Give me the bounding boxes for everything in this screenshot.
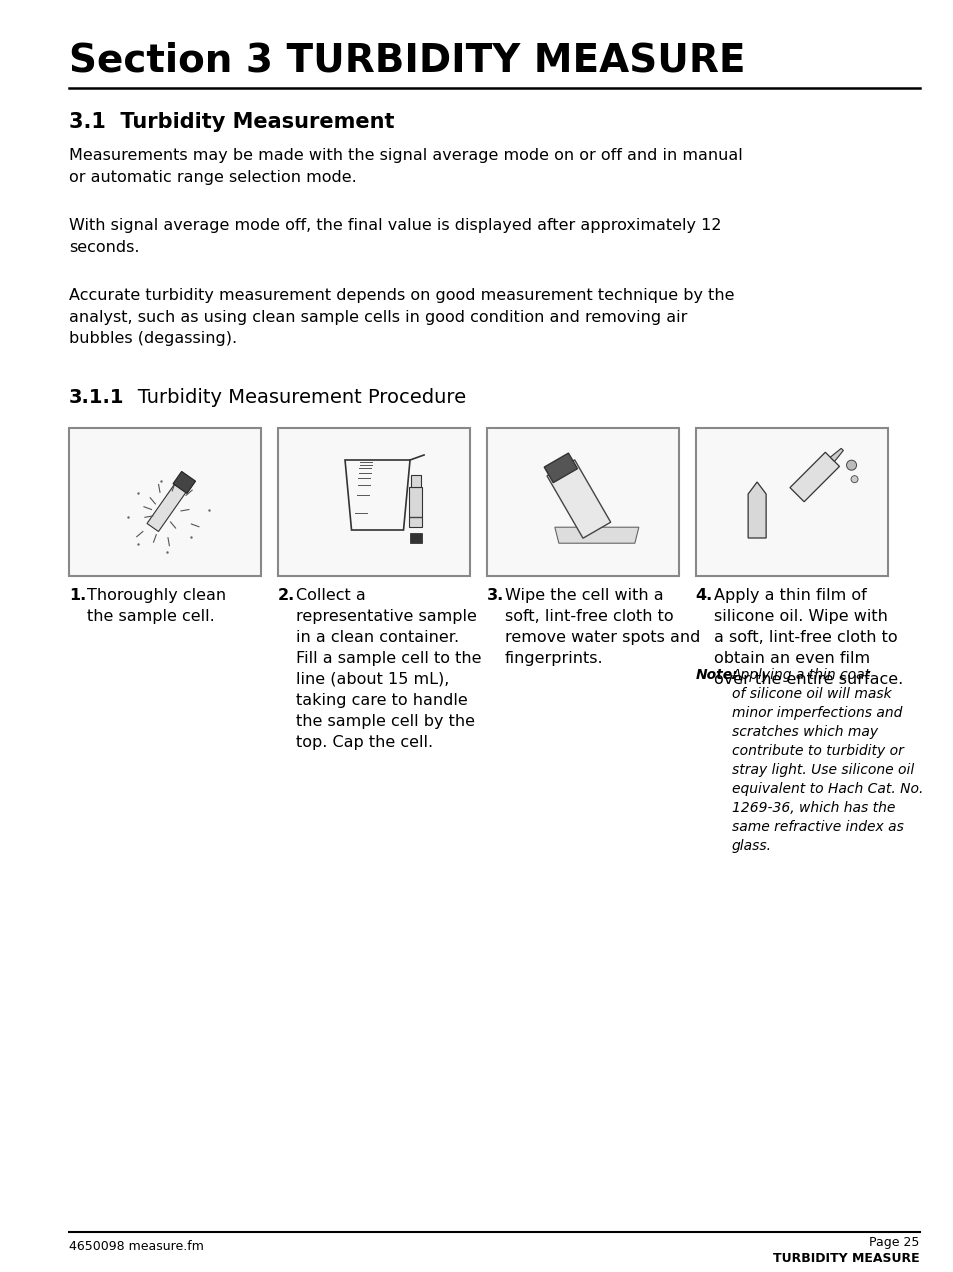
Polygon shape — [147, 478, 190, 532]
FancyBboxPatch shape — [486, 427, 678, 576]
FancyBboxPatch shape — [410, 533, 421, 542]
Text: Accurate turbidity measurement depends on good measurement technique by the
anal: Accurate turbidity measurement depends o… — [69, 287, 734, 346]
Text: Wipe the cell with a
soft, lint-free cloth to
remove water spots and
fingerprint: Wipe the cell with a soft, lint-free clo… — [504, 588, 700, 667]
Polygon shape — [543, 453, 577, 482]
Text: Collect a
representative sample
in a clean container.
Fill a sample cell to the
: Collect a representative sample in a cle… — [295, 588, 480, 750]
Polygon shape — [172, 472, 195, 494]
Text: Measurements may be made with the signal average mode on or off and in manual
or: Measurements may be made with the signal… — [69, 148, 741, 184]
Circle shape — [850, 476, 857, 482]
Polygon shape — [829, 448, 842, 462]
Circle shape — [845, 460, 856, 471]
Text: Applying a thin coat
of silicone oil will mask
minor imperfections and
scratches: Applying a thin coat of silicone oil wil… — [731, 668, 923, 852]
Text: Section 3 TURBIDITY MEASURE: Section 3 TURBIDITY MEASURE — [69, 42, 744, 80]
Text: 4650098 measure.fm: 4650098 measure.fm — [69, 1240, 203, 1253]
Text: Turbidity Measurement Procedure: Turbidity Measurement Procedure — [118, 388, 465, 407]
Text: 4.: 4. — [695, 588, 712, 603]
FancyBboxPatch shape — [695, 427, 886, 576]
Text: With signal average mode off, the final value is displayed after approximately 1: With signal average mode off, the final … — [69, 218, 720, 254]
Text: Thoroughly clean
the sample cell.: Thoroughly clean the sample cell. — [87, 588, 226, 625]
Text: 3.1  Turbidity Measurement: 3.1 Turbidity Measurement — [69, 112, 394, 132]
Polygon shape — [555, 527, 639, 543]
Text: 2.: 2. — [277, 588, 294, 603]
FancyBboxPatch shape — [277, 427, 469, 576]
Polygon shape — [546, 460, 610, 538]
Polygon shape — [409, 486, 422, 527]
FancyBboxPatch shape — [69, 427, 260, 576]
Text: 3.1.1: 3.1.1 — [69, 388, 124, 407]
Text: 3.: 3. — [486, 588, 503, 603]
Text: TURBIDITY MEASURE: TURBIDITY MEASURE — [772, 1252, 919, 1264]
Text: 1.: 1. — [69, 588, 86, 603]
Polygon shape — [411, 474, 420, 486]
Text: Note:: Note: — [695, 668, 738, 682]
Text: Apply a thin film of
silicone oil. Wipe with
a soft, lint-free cloth to
obtain a: Apply a thin film of silicone oil. Wipe … — [713, 588, 902, 687]
Text: Page 25: Page 25 — [868, 1236, 919, 1249]
Polygon shape — [747, 482, 765, 538]
Polygon shape — [789, 453, 839, 501]
